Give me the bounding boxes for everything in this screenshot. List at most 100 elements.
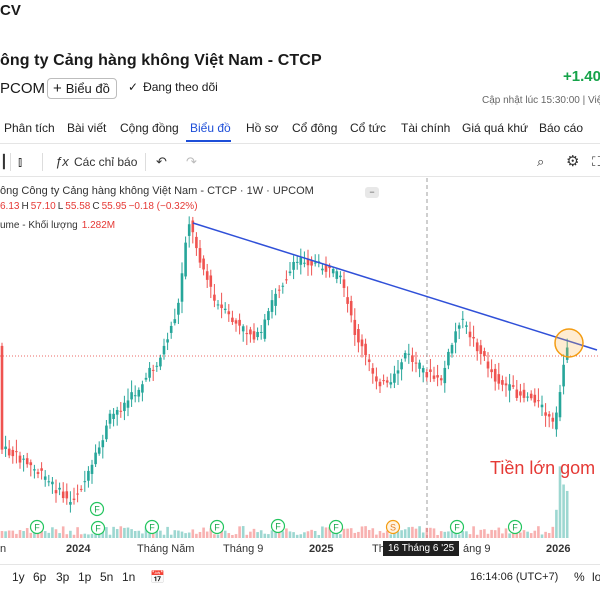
volume-bar (241, 526, 245, 538)
volume-bar (202, 527, 205, 538)
tab-dividends[interactable]: Cổ tức (350, 121, 387, 135)
candle-body (357, 329, 360, 343)
candle-body (331, 268, 335, 274)
volume-bar (475, 534, 479, 538)
log-toggle[interactable]: lo (592, 570, 600, 584)
range-1y[interactable]: 1y (12, 570, 25, 584)
tab-profile[interactable]: Hồ sơ (246, 121, 279, 135)
volume-bar (396, 531, 400, 538)
volume-bar (267, 534, 270, 538)
tab-community[interactable]: Cộng đồng (120, 121, 179, 135)
volume-bar (486, 533, 490, 538)
volume-bar (432, 528, 436, 538)
trendline[interactable] (192, 222, 598, 351)
candle-body (393, 373, 396, 383)
volume-bar (76, 527, 79, 538)
volume-bar (115, 529, 119, 538)
follow-status[interactable]: ✓ Đang theo dõi (128, 80, 218, 94)
volume-bar (166, 526, 169, 538)
marker-letter: F (149, 523, 155, 533)
redo-icon[interactable]: ↷ (186, 154, 197, 169)
candle-body (421, 368, 425, 373)
candle-body (270, 300, 274, 312)
tab-shareholders[interactable]: Cổ đông (292, 121, 338, 135)
candle-body (511, 385, 515, 387)
toolbar-divider (10, 153, 11, 171)
candle-type-icon[interactable]: ┃ (0, 154, 8, 169)
fullscreen-icon[interactable]: ⛶ (592, 154, 600, 169)
indicators-button[interactable]: Các chỉ báo (74, 155, 138, 169)
candle-body (443, 367, 447, 384)
event-marker[interactable]: F (209, 519, 225, 535)
volume-bar (126, 527, 130, 538)
volume-bar (385, 530, 389, 538)
candle-body (429, 369, 432, 372)
toolbar-divider (145, 153, 146, 171)
volume-bar (547, 532, 551, 538)
ohlc-legend: 6.13 H 57.10 L 55.58 C 55.95 −0.18 (−0.32%) (0, 201, 200, 212)
event-marker[interactable]: F (449, 519, 465, 535)
candle-body (544, 412, 547, 416)
event-marker[interactable]: F (29, 519, 45, 535)
volume-label: ume - Khối lượng (0, 220, 78, 231)
tab-financials[interactable]: Tài chính (401, 121, 451, 135)
volume-bar (497, 527, 501, 538)
volume-bar (133, 531, 137, 538)
volume-bar (112, 526, 115, 538)
volume-bar (292, 532, 295, 538)
tab-analysis[interactable]: Phân tích (4, 121, 55, 135)
candle-body (72, 498, 76, 500)
candle-body (105, 425, 108, 440)
settings-icon[interactable]: ⚙ (566, 153, 580, 170)
marker-letter: F (34, 523, 40, 533)
volume-bar (555, 509, 558, 538)
event-marker[interactable]: S (385, 519, 401, 535)
volume-bar (58, 533, 61, 538)
exchange-label: PCOM (0, 80, 45, 97)
bar-type-icon[interactable]: ⫾ (18, 154, 23, 169)
close-label: C (92, 201, 100, 212)
low-label: L (57, 201, 64, 212)
volume-bar (191, 529, 195, 538)
volume-bar (342, 528, 346, 538)
candle-body (101, 440, 105, 448)
range-1p[interactable]: 1p (78, 570, 92, 584)
volume-bar (245, 534, 249, 538)
annotation-text[interactable]: Tiền lớn gom (490, 458, 596, 478)
volume-bar (180, 531, 184, 538)
candle-body (227, 311, 231, 315)
percent-toggle[interactable]: % (574, 570, 585, 584)
event-marker[interactable]: F (270, 518, 286, 534)
event-marker[interactable]: F (89, 501, 105, 517)
candle-body (375, 376, 378, 382)
range-6p[interactable]: 6p (33, 570, 47, 584)
add-chart-button[interactable]: + Biểu đồ (47, 78, 117, 99)
candle-body (94, 452, 97, 465)
updated-time: Cập nhật lúc 15:30:00 | Việ (482, 95, 600, 106)
event-marker[interactable]: F (144, 519, 160, 535)
volume-bar (331, 532, 335, 538)
axis-label: 2025 (309, 543, 334, 555)
tab-reports[interactable]: Báo cáo (539, 121, 584, 135)
range-1n[interactable]: 1n (122, 570, 136, 584)
tab-history[interactable]: Giá quá khứ (462, 121, 529, 135)
undo-icon[interactable]: ↶ (156, 154, 167, 169)
date-range-icon[interactable]: 📅 (150, 570, 165, 584)
volume-bar (421, 532, 425, 538)
range-5n[interactable]: 5n (100, 570, 114, 584)
range-3p[interactable]: 3p (56, 570, 70, 584)
candle-body (321, 268, 324, 271)
volume-bar (317, 534, 321, 538)
price-chart[interactable]: FFF F F F F S F F (0, 178, 600, 538)
event-marker[interactable]: F (507, 519, 523, 535)
indicator-icon[interactable]: ƒx (55, 154, 69, 169)
quick-search-icon[interactable]: ⌕ (537, 154, 545, 169)
legend-collapse-button[interactable]: − (365, 187, 379, 198)
tab-chart[interactable]: Biểu đồ (190, 121, 231, 135)
event-marker[interactable]: F (328, 519, 344, 535)
tab-articles[interactable]: Bài viết (67, 121, 107, 135)
volume-bar (159, 530, 162, 538)
volume-bar (184, 533, 187, 538)
event-marker[interactable]: F (90, 520, 106, 536)
candle-body (148, 367, 151, 378)
